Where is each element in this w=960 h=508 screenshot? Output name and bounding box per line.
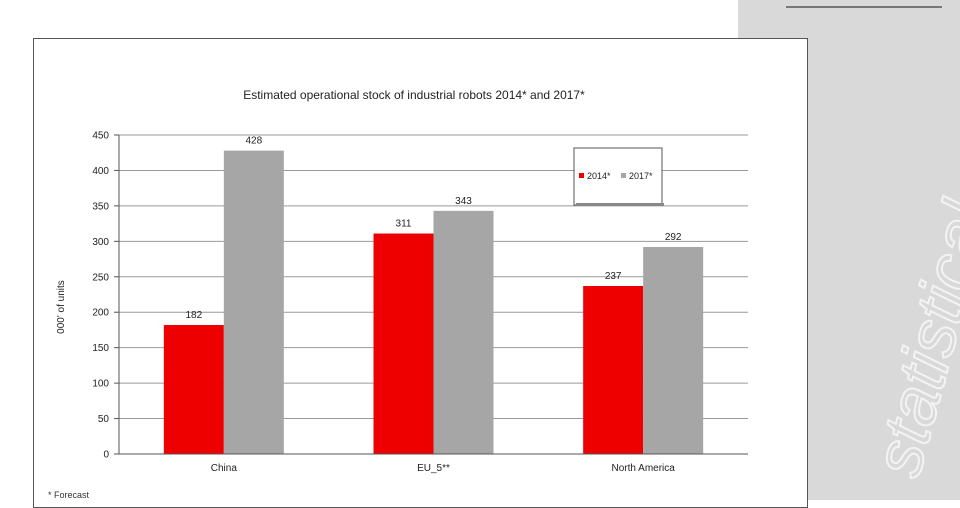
bar-2017-eu_5	[433, 210, 494, 454]
footnote: * Forecast	[48, 490, 90, 500]
bar-2014-china	[163, 324, 224, 454]
statistical-watermark: statistical	[858, 191, 960, 480]
legend-swatch-2014	[579, 173, 584, 178]
chart-title: Estimated operational stock of industria…	[243, 88, 585, 102]
bar-2017-northamerica	[643, 247, 704, 454]
data-label: 237	[605, 271, 622, 282]
data-label: 292	[665, 232, 682, 243]
legend-box-shadow	[576, 203, 664, 206]
data-label: 311	[396, 219, 412, 230]
bar-chart: Estimated operational stock of industria…	[56, 88, 748, 474]
legend: 2014* 2017*	[573, 147, 664, 206]
header-text-strip	[0, 0, 740, 6]
y-tick-label: 100	[92, 379, 109, 390]
x-tick-label: China	[211, 463, 238, 474]
chart-frame: Estimated operational stock of industria…	[33, 38, 808, 508]
y-axis-ticks: 0 50 100 150 200 250 300 350 400 450	[92, 131, 120, 461]
bars	[163, 150, 704, 454]
data-label: 182	[185, 310, 202, 321]
bar-2017-china	[223, 150, 284, 454]
y-axis-label: 000' of units	[56, 280, 67, 334]
x-tick-label: North America	[611, 463, 675, 474]
legend-box	[573, 147, 663, 206]
y-tick-label: 200	[92, 308, 109, 319]
legend-label-2014: 2014*	[587, 171, 611, 181]
bar-2014-northamerica	[583, 285, 644, 454]
x-axis-ticks: China EU_5** North America	[119, 453, 748, 474]
x-tick-label: EU_5**	[417, 463, 450, 474]
legend-swatch-2017	[621, 173, 626, 178]
data-label: 428	[245, 136, 262, 147]
y-tick-label: 250	[92, 272, 109, 283]
y-tick-label: 400	[92, 166, 109, 177]
y-tick-label: 0	[103, 450, 109, 461]
y-tick-label: 150	[92, 343, 109, 354]
y-tick-label: 50	[98, 414, 110, 425]
y-tick-label: 350	[92, 201, 109, 212]
legend-label-2017: 2017*	[629, 171, 653, 181]
data-labels: 182 428 311 343 237 292	[185, 136, 681, 321]
bar-2014-eu_5	[373, 233, 434, 454]
y-tick-label: 300	[92, 237, 109, 248]
y-tick-label: 450	[92, 131, 109, 142]
data-label: 343	[455, 196, 472, 207]
watermark-text: statistical	[859, 192, 960, 480]
side-panel-rule	[786, 0, 942, 8]
